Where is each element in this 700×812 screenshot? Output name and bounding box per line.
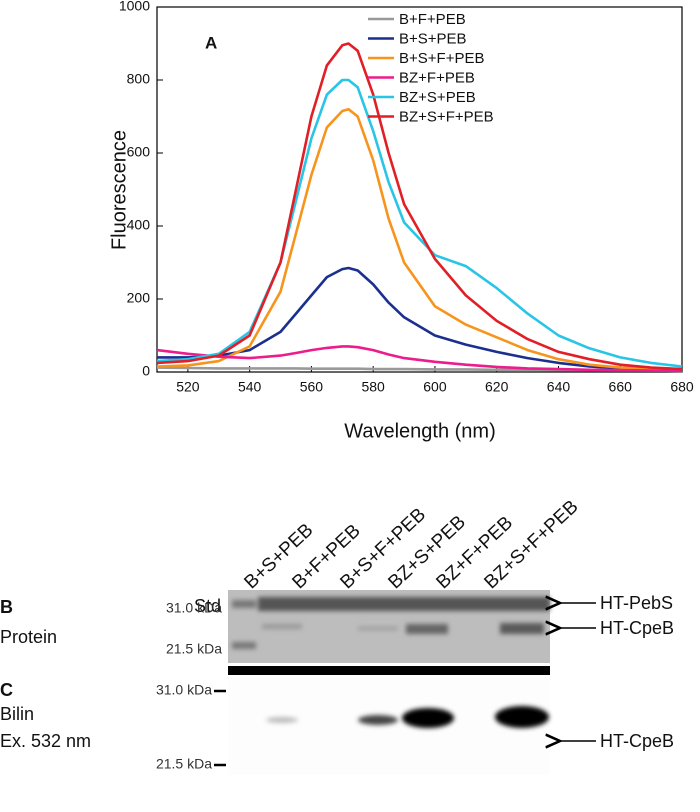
band	[358, 715, 398, 725]
x-axis-label: Wavelength (nm)	[344, 420, 496, 442]
panel-label: C	[0, 680, 13, 700]
y-tick-label: 600	[127, 144, 151, 160]
y-axis-label: Fluorescence	[108, 130, 130, 250]
band	[495, 706, 549, 728]
band	[500, 623, 544, 634]
legend-label: BZ+F+PEB	[399, 69, 475, 86]
x-tick-label: 660	[609, 379, 633, 395]
y-tick-label: 400	[127, 217, 151, 233]
series-line	[156, 42, 683, 371]
x-tick-label: 580	[361, 379, 385, 395]
panel-label: A	[205, 33, 217, 52]
gel-label: Bilin	[0, 704, 34, 724]
x-tick-label: 620	[485, 379, 509, 395]
y-tick-label: 800	[127, 71, 151, 87]
gel-divider	[228, 666, 550, 675]
arrow-label: HT-PebS	[600, 593, 673, 613]
x-tick-label: 560	[300, 379, 324, 395]
band	[358, 626, 398, 631]
series-line	[156, 107, 683, 372]
gel-label: Protein	[0, 627, 57, 647]
x-tick-label: 680	[670, 379, 694, 395]
legend-label: BZ+S+PEB	[399, 89, 476, 106]
legend-label: B+F+PEB	[399, 11, 466, 28]
plot-frame	[156, 6, 683, 373]
arrow-label: HT-CpeB	[600, 618, 674, 638]
panel-label: B	[0, 597, 13, 617]
band	[406, 624, 448, 634]
marker-label: 21.5 kDa	[156, 756, 212, 772]
marker-label: 31.0 kDa	[166, 600, 222, 616]
x-tick-label: 540	[238, 379, 262, 395]
x-tick-label: 520	[176, 379, 200, 395]
band	[232, 642, 256, 649]
y-tick-label: 200	[127, 290, 151, 306]
series-line	[156, 345, 683, 373]
x-tick-label: 600	[423, 379, 447, 395]
legend-label: B+S+PEB	[399, 30, 467, 47]
gel-bands	[232, 597, 550, 728]
legend-label: B+S+F+PEB	[399, 50, 484, 67]
band	[232, 600, 256, 608]
marker-label: 21.5 kDa	[166, 641, 222, 657]
std-label: Std	[194, 596, 221, 616]
marker-label: 31.0 kDa	[156, 682, 212, 698]
band	[402, 708, 454, 728]
gel-bilin	[228, 678, 550, 775]
y-tick-label: 1000	[119, 0, 150, 14]
x-tick-label: 640	[547, 379, 571, 395]
band	[262, 624, 302, 629]
band	[258, 597, 550, 611]
legend-label: BZ+S+F+PEB	[399, 108, 494, 125]
gel-label: Ex. 532 nm	[0, 731, 91, 751]
y-tick-label: 0	[142, 363, 150, 379]
series-line	[157, 266, 683, 372]
arrow-label: HT-CpeB	[600, 731, 674, 751]
band	[266, 717, 298, 723]
